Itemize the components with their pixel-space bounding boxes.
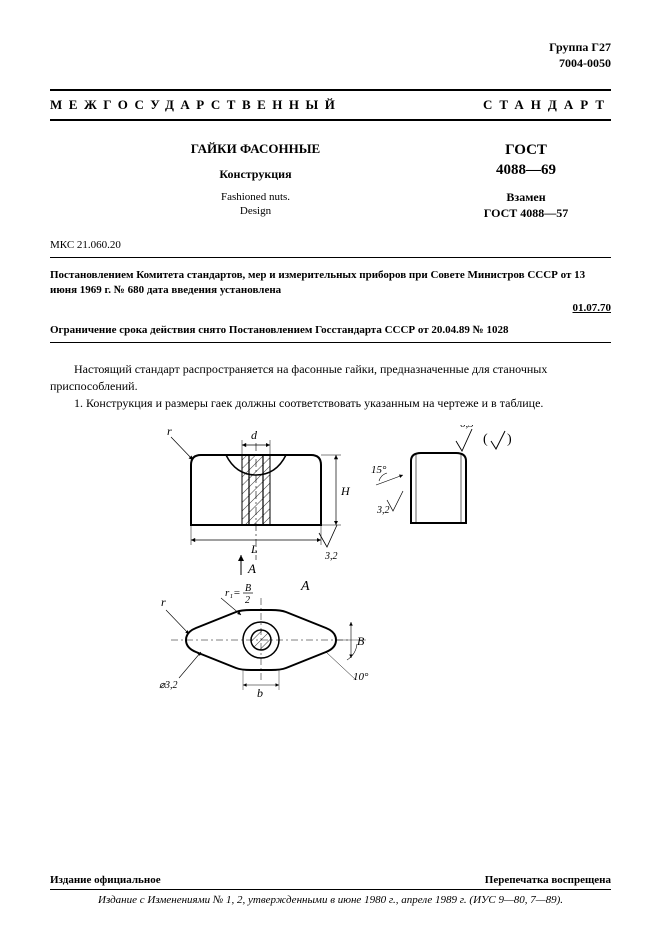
svg-text:): )	[507, 432, 512, 447]
banner: МЕЖГОСУДАРСТВЕННЫЙ СТАНДАРТ	[50, 97, 611, 113]
subtitle-ru: Конструкция	[90, 167, 421, 182]
banner-left: МЕЖГОСУДАРСТВЕННЫЙ	[50, 97, 341, 113]
title-block: ГАЙКИ ФАСОННЫЕ Конструкция Fashioned nut…	[50, 141, 611, 221]
mks-code: МКС 21.060.20	[50, 239, 611, 251]
diagram: r d H L 3,2 A	[50, 425, 611, 874]
label-r1: r₁=	[225, 587, 241, 599]
rule-2	[50, 342, 611, 343]
front-view: r d H L 3,2 A	[167, 425, 351, 576]
label-15: 15°	[371, 464, 387, 476]
label-A: A	[300, 579, 310, 594]
body-text: Настоящий стандарт распространяется на ф…	[50, 361, 611, 411]
label-H: H	[340, 484, 351, 498]
top-view: A r r₁= B 2 ⌀3,2	[159, 579, 369, 700]
paragraph-1: Настоящий стандарт распространяется на ф…	[50, 361, 611, 395]
title-left: ГАЙКИ ФАСОННЫЕ Конструкция Fashioned nut…	[50, 141, 441, 221]
limit-text: Ограничение срока действия снято Постано…	[50, 324, 611, 336]
replaces-label: Взамен	[441, 190, 611, 206]
technical-drawing: r d H L 3,2 A	[141, 425, 521, 725]
label-b: b	[257, 686, 263, 700]
rule-1	[50, 257, 611, 258]
title-en1: Fashioned nuts.	[90, 190, 421, 204]
label-r1top: B	[245, 583, 251, 594]
label-d: d	[251, 428, 258, 442]
footer-right: Перепечатка воспрещена	[485, 874, 611, 886]
side-view: 15° 3,2 6,3 ( )	[371, 425, 512, 523]
doc-code: 7004-0050	[50, 56, 611, 72]
gost-number: 4088—69	[441, 161, 611, 181]
group-code: Группа Г27	[50, 40, 611, 56]
gost-label: ГОСТ	[441, 141, 611, 161]
svg-text:(: (	[483, 432, 488, 447]
label-A-arrow: A	[247, 561, 256, 576]
title-en2: Design	[90, 204, 421, 218]
footer: Издание официальное Перепечатка воспреще…	[50, 874, 611, 906]
paragraph-2: 1. Конструкция и размеры гаек должны соо…	[50, 395, 611, 412]
label-sf32a: 3,2	[324, 551, 338, 562]
label-63: 6,3	[460, 425, 474, 430]
title-right: ГОСТ 4088—69 Взамен ГОСТ 4088—57	[441, 141, 611, 221]
label-B: B	[357, 634, 365, 648]
replaces-number: ГОСТ 4088—57	[441, 206, 611, 222]
label-10: 10°	[353, 671, 369, 683]
label-r1bot: 2	[245, 595, 250, 606]
label-phi32: ⌀3,2	[159, 680, 178, 691]
banner-rule: МЕЖГОСУДАРСТВЕННЫЙ СТАНДАРТ	[50, 89, 611, 121]
label-r2: r	[161, 595, 166, 609]
label-r: r	[167, 425, 172, 438]
effective-date: 01.07.70	[50, 302, 611, 314]
decree-text: Постановлением Комитета стандартов, мер …	[50, 268, 611, 298]
footer-left: Издание официальное	[50, 874, 161, 886]
label-L: L	[250, 542, 258, 556]
banner-right: СТАНДАРТ	[483, 97, 611, 113]
title-ru: ГАЙКИ ФАСОННЫЕ	[90, 141, 421, 157]
label-sf32b: 3,2	[376, 505, 390, 516]
header-codes: Группа Г27 7004-0050	[50, 40, 611, 71]
footer-note: Издание с Изменениями № 1, 2, утвержденн…	[50, 894, 611, 906]
